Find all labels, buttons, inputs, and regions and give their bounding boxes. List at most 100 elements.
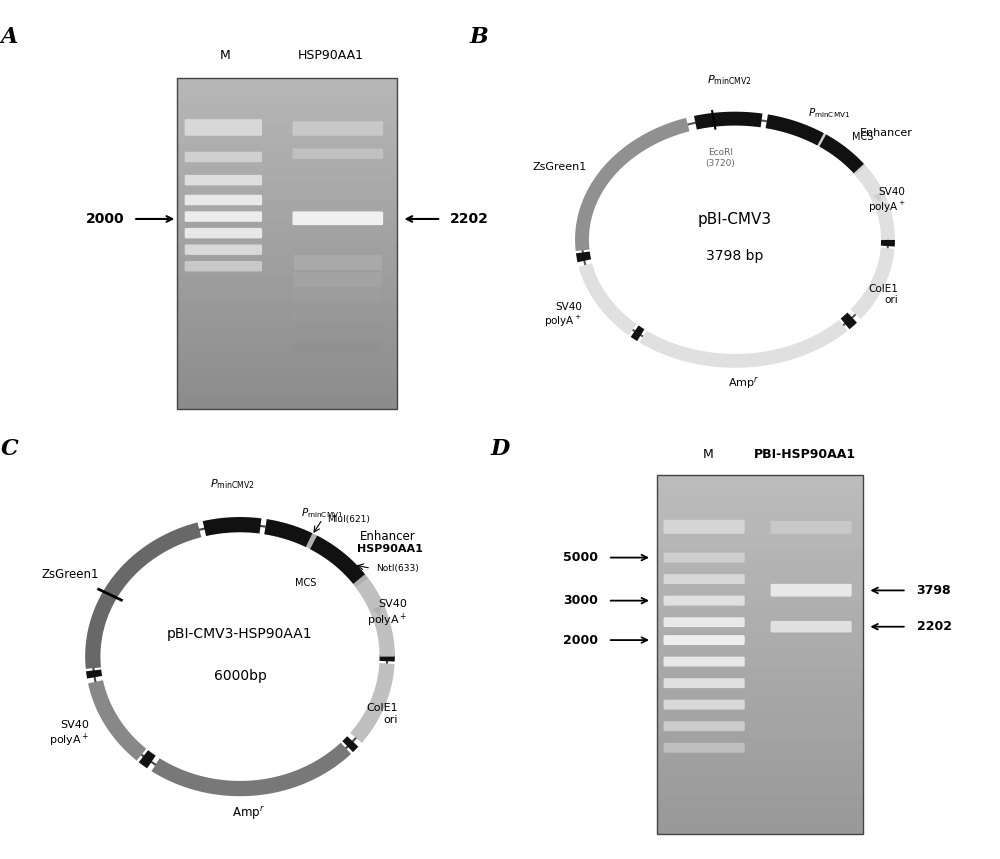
Text: SV40
polyA$^+$: SV40 polyA$^+$ [367, 599, 407, 629]
Bar [177, 265, 397, 277]
Text: pBI-CMV3-HSP90AA1: pBI-CMV3-HSP90AA1 [167, 627, 313, 641]
FancyBboxPatch shape [664, 635, 745, 645]
Text: $P_{\rm minCMV1}$: $P_{\rm minCMV1}$ [301, 506, 344, 520]
Bar [657, 738, 863, 750]
FancyBboxPatch shape [185, 245, 262, 255]
Text: MIuI(621): MIuI(621) [327, 515, 370, 524]
Text: Enhancer: Enhancer [860, 129, 913, 138]
Text: ZsGreen1: ZsGreen1 [42, 568, 99, 582]
Bar [657, 643, 863, 655]
Bar [177, 255, 397, 265]
Text: M: M [703, 448, 714, 460]
Text: NotI(633): NotI(633) [376, 564, 418, 573]
Text: M: M [220, 49, 231, 62]
Bar [177, 167, 397, 178]
Text: $P_{\rm minCMV2}$: $P_{\rm minCMV2}$ [210, 477, 255, 490]
Bar [657, 631, 863, 643]
Bar [177, 144, 397, 155]
FancyBboxPatch shape [292, 121, 383, 136]
Text: D: D [490, 438, 509, 460]
Bar [177, 343, 397, 354]
FancyBboxPatch shape [664, 700, 745, 710]
Text: 5000: 5000 [563, 551, 598, 564]
FancyBboxPatch shape [664, 595, 745, 606]
Bar [657, 475, 863, 487]
FancyBboxPatch shape [771, 521, 852, 533]
Bar [177, 78, 397, 89]
Text: SV40
polyA$^+$: SV40 polyA$^+$ [544, 302, 582, 329]
Bar [294, 255, 382, 271]
Bar [657, 535, 863, 547]
Bar [657, 750, 863, 762]
FancyBboxPatch shape [771, 584, 852, 597]
Text: ColE1
ori: ColE1 ori [868, 283, 898, 306]
Bar [657, 511, 863, 523]
FancyBboxPatch shape [664, 722, 745, 731]
Text: SV40
polyA$^+$: SV40 polyA$^+$ [868, 187, 906, 215]
Text: Enhancer: Enhancer [360, 531, 416, 544]
Bar [177, 244, 397, 255]
FancyBboxPatch shape [185, 228, 262, 239]
Text: 6000bp: 6000bp [214, 669, 266, 684]
FancyBboxPatch shape [664, 656, 745, 667]
Text: Amp$^r$: Amp$^r$ [232, 804, 265, 822]
Text: B: B [470, 26, 489, 48]
Bar [657, 727, 863, 738]
Text: $P_{\rm minCMV2}$: $P_{\rm minCMV2}$ [707, 73, 752, 88]
FancyBboxPatch shape [185, 195, 262, 205]
Text: 3798 bp: 3798 bp [706, 249, 764, 263]
Bar [177, 387, 397, 399]
Bar [657, 559, 863, 571]
Bar [177, 189, 397, 199]
Text: ZsGreen1: ZsGreen1 [533, 161, 587, 172]
Bar [294, 272, 382, 287]
Bar [657, 582, 863, 594]
Bar [177, 122, 397, 133]
Bar [177, 178, 397, 189]
Bar [294, 305, 382, 320]
Bar [177, 89, 397, 101]
Bar [657, 571, 863, 582]
Bar [177, 199, 397, 210]
FancyBboxPatch shape [664, 552, 745, 563]
Bar [657, 523, 863, 535]
FancyBboxPatch shape [185, 261, 262, 271]
Text: MCS: MCS [295, 578, 317, 588]
Text: 3000: 3000 [563, 594, 598, 607]
FancyBboxPatch shape [185, 211, 262, 222]
FancyBboxPatch shape [292, 211, 383, 225]
Text: PBI-HSP90AA1: PBI-HSP90AA1 [754, 448, 856, 460]
Bar [177, 376, 397, 387]
FancyBboxPatch shape [185, 119, 262, 136]
Bar [177, 310, 397, 321]
FancyBboxPatch shape [664, 574, 745, 584]
Text: 3798: 3798 [916, 584, 951, 597]
Text: MCS: MCS [852, 132, 873, 143]
FancyBboxPatch shape [185, 152, 262, 162]
FancyBboxPatch shape [664, 618, 745, 627]
Text: HSP90AA1: HSP90AA1 [298, 49, 364, 62]
Bar [657, 691, 863, 703]
Bar [657, 594, 863, 606]
Bar [294, 289, 382, 303]
Bar [294, 321, 382, 337]
Bar [177, 321, 397, 332]
Bar [657, 798, 863, 810]
Bar [657, 606, 863, 618]
Bar [657, 655, 863, 667]
Text: A: A [1, 26, 18, 48]
Text: C: C [1, 438, 19, 460]
Bar [177, 354, 397, 365]
Text: Amp$^r$: Amp$^r$ [728, 375, 760, 391]
Bar [657, 487, 863, 499]
Bar [177, 155, 397, 167]
Text: EcoRI
(3720): EcoRI (3720) [706, 149, 735, 168]
FancyBboxPatch shape [292, 149, 383, 159]
Text: HSP90AA1: HSP90AA1 [357, 545, 423, 554]
Text: SV40
polyA$^+$: SV40 polyA$^+$ [49, 720, 90, 749]
Bar [657, 618, 863, 631]
FancyBboxPatch shape [664, 520, 745, 533]
Bar [177, 233, 397, 244]
Bar [657, 822, 863, 834]
Bar [177, 399, 397, 410]
